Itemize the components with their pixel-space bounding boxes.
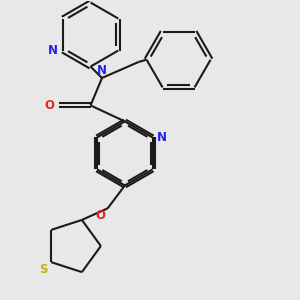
Text: N: N [157, 131, 167, 144]
Text: O: O [44, 99, 54, 112]
Text: N: N [48, 44, 58, 57]
Text: S: S [39, 263, 48, 276]
Text: N: N [97, 64, 107, 77]
Text: O: O [95, 209, 105, 222]
